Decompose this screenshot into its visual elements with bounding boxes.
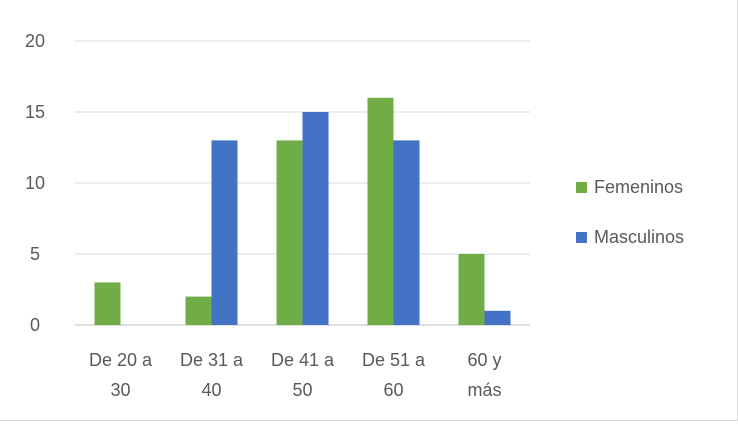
x-tick-label: 60 y [467, 350, 501, 370]
x-tick-label: De 51 a [362, 350, 426, 370]
x-axis-ticks: De 20 a 30 De 31 a 40 De 41 a 50 De 51 a 60 60 y… [89, 350, 502, 400]
x-tick-label: De 31 a [180, 350, 244, 370]
bar-masculinos-2 [302, 112, 329, 325]
x-tick-label: 30 [110, 380, 130, 400]
y-tick-label: 20 [25, 31, 45, 51]
bar-masculinos-3 [393, 140, 420, 325]
bars [94, 97, 511, 325]
bar-femeninos-2 [276, 140, 303, 325]
y-tick-label: 10 [25, 173, 45, 193]
bar-masculinos-4 [484, 310, 511, 325]
legend-swatch-masculinos [576, 232, 587, 243]
x-tick-label: De 20 a [89, 350, 153, 370]
x-tick-label: 60 [383, 380, 403, 400]
bar-masculinos-1 [211, 140, 238, 325]
y-tick-label: 0 [30, 315, 40, 335]
y-tick-label: 15 [25, 102, 45, 122]
y-tick-label: 5 [30, 244, 40, 264]
legend: Femeninos Masculinos [576, 177, 684, 247]
x-tick-label: 40 [201, 380, 221, 400]
legend-label-masculinos: Masculinos [594, 227, 684, 247]
legend-label-femeninos: Femeninos [594, 177, 683, 197]
y-axis-ticks: 0 5 10 15 20 [25, 31, 45, 335]
x-tick-label: más [467, 380, 501, 400]
bar-femeninos-1 [185, 296, 212, 325]
bar-femeninos-4 [458, 254, 485, 325]
x-tick-label: De 41 a [271, 350, 335, 370]
legend-swatch-femeninos [576, 182, 587, 193]
x-tick-label: 50 [292, 380, 312, 400]
bar-femeninos-3 [367, 97, 394, 325]
bar-femeninos-0 [94, 282, 121, 325]
